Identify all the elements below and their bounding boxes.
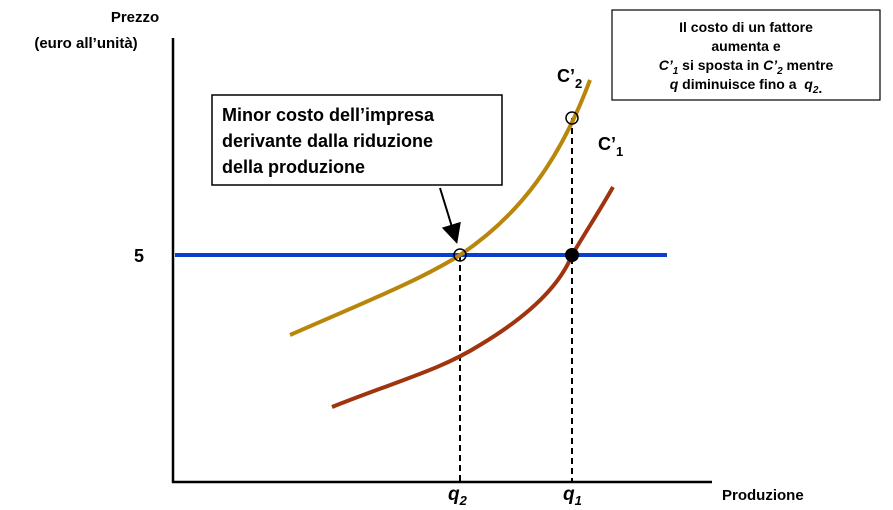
note-text: q diminuisce fino a q2. (670, 76, 823, 96)
curve-label: C’1 (598, 134, 623, 159)
note-box (611, 9, 881, 101)
note-part: si sposta in (678, 57, 763, 73)
annotation-text: della produzione (222, 157, 365, 177)
quantity-label: q1 (563, 484, 582, 508)
curve-sub: 2 (575, 76, 582, 91)
arrow (439, 187, 461, 244)
note-part: q (804, 76, 813, 92)
q-name: q (563, 484, 575, 505)
note-text: C’1 si sposta in C’2 mentre (659, 57, 834, 77)
y-axis-label: Prezzo (111, 9, 159, 26)
point (453, 248, 467, 262)
annotation-text: derivante dalla riduzione (222, 131, 433, 151)
q-sub: 1 (575, 493, 582, 508)
note-part: C’ (659, 57, 674, 73)
q-name: q (448, 484, 460, 505)
price-label: 5 (134, 246, 144, 266)
note-part: C’ (763, 57, 778, 73)
y-axis-label: (euro all’unità) (34, 35, 137, 52)
cost-curve-2 (289, 79, 592, 337)
note-text: Il costo di un fattore (679, 19, 813, 35)
note-part: . (818, 80, 822, 96)
curve-sub: 1 (616, 144, 623, 159)
note-part: 2 (776, 66, 783, 77)
annotation-text: Minor costo dell’impresa (222, 105, 435, 125)
curve-name: C’ (598, 134, 616, 154)
note-part: 1 (673, 66, 679, 77)
note-part: 2 (812, 85, 819, 96)
note-text: aumenta e (711, 38, 780, 54)
cost-curve-1 (331, 186, 615, 409)
curve-name: C’ (557, 66, 575, 86)
q-sub: 2 (459, 493, 468, 508)
note-part: mentre (783, 57, 834, 73)
point (565, 111, 579, 125)
note-part: q (670, 76, 679, 92)
note-part: diminuisce fino a (678, 76, 804, 92)
quantity-label: q2 (448, 484, 468, 508)
x-axis-label: Produzione (722, 487, 804, 504)
curve-label: C’2 (557, 66, 582, 91)
point (565, 248, 579, 262)
annotation-box (211, 94, 503, 186)
